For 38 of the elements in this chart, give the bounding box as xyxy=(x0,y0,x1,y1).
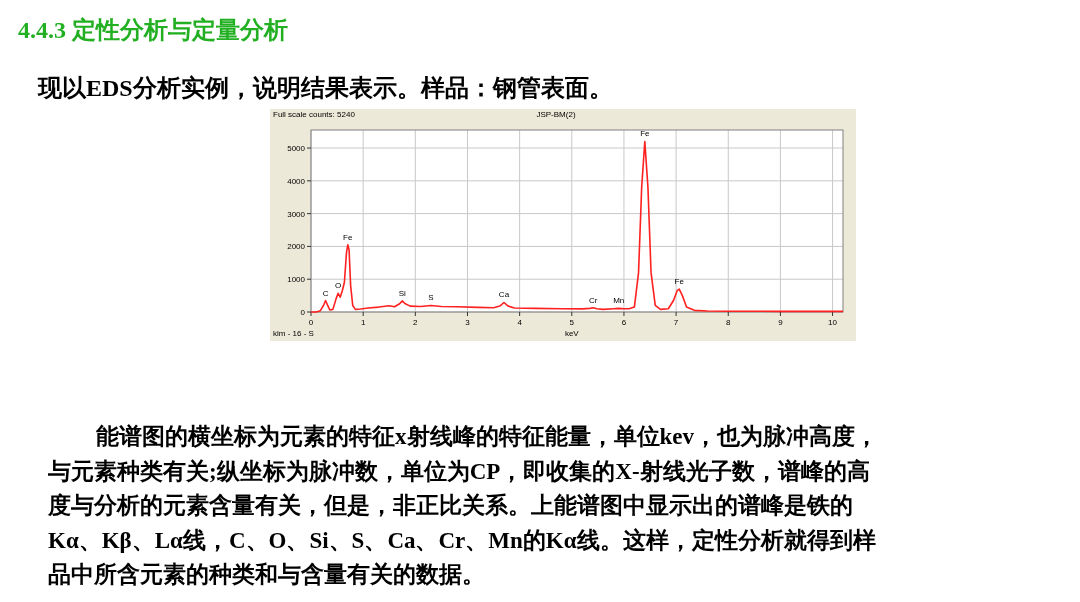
x-axis-title: keV xyxy=(564,329,580,338)
y-tick-label: 2000 xyxy=(287,242,306,252)
annotation: Cr xyxy=(588,295,598,305)
y-tick-label: 4000 xyxy=(287,176,306,186)
x-tick-label: 4 xyxy=(517,318,523,327)
annotation: Fe xyxy=(674,277,685,287)
text: 度与分析的元素含量有关，但是，非正比关系。上能谱图中显示出的谱峰是铁的 xyxy=(47,492,853,518)
x-tick-label: 6 xyxy=(621,318,627,327)
chart-title: 4.4.3 定性分析与定量分析 xyxy=(18,17,288,43)
annotation: Fe xyxy=(640,129,651,139)
y-tick-label: 0 xyxy=(300,308,306,317)
x-tick-label: 10 xyxy=(828,318,838,327)
annotation: Ca xyxy=(498,290,510,300)
text: JSP-BM(2) xyxy=(536,110,576,119)
annotation: Mn xyxy=(613,296,625,306)
x-tick-label: 8 xyxy=(726,318,732,327)
text: klm - 16 - S xyxy=(273,329,314,338)
x-tick-label: 7 xyxy=(673,318,679,327)
x-tick-label: 2 xyxy=(413,318,419,327)
annotation: C xyxy=(322,288,329,298)
text: Kα、Kβ、Lα线，C、O、Si、S、Ca、Cr、Mn的Kα线。这样，定性分析就得到样 xyxy=(48,526,876,553)
x-tick-label: 9 xyxy=(778,318,784,327)
chart-subtitle: 现以EDS分析实例，说明结果表示。样品：钢管表面。 xyxy=(37,75,613,101)
annotation: O xyxy=(335,281,342,291)
text: 能谱图的横坐标为元素的特征x射线峰的特征能量，单位kev，也为脉冲高度， xyxy=(96,423,878,449)
x-tick-label: 5 xyxy=(569,318,575,327)
x-tick-label: 3 xyxy=(465,318,471,327)
y-tick-label: 1000 xyxy=(287,275,306,285)
annotation: Fe xyxy=(343,232,353,242)
text: 品中所含元素的种类和与含量有关的数据。 xyxy=(48,562,485,587)
text: Full scale counts: 5240 xyxy=(273,110,356,119)
x-tick-label: 0 xyxy=(308,318,314,327)
annotation: S xyxy=(428,293,434,303)
y-tick-label: 5000 xyxy=(287,144,306,154)
y-tick-label: 3000 xyxy=(287,209,306,219)
annotation: Si xyxy=(398,288,407,298)
text: 与元素种类有关;纵坐标为脉冲数，单位为CP，即收集的X-射线光子数，谱峰的高 xyxy=(47,457,870,484)
x-tick-label: 1 xyxy=(360,318,366,327)
